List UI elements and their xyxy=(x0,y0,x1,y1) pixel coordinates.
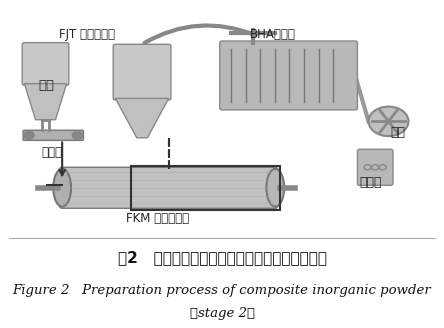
FancyBboxPatch shape xyxy=(220,41,357,110)
Text: 皮带秤: 皮带秤 xyxy=(42,146,63,159)
Ellipse shape xyxy=(53,169,71,207)
Text: 包装机: 包装机 xyxy=(360,175,382,189)
Text: 料仓: 料仓 xyxy=(39,79,55,92)
Text: （stage 2）: （stage 2） xyxy=(190,307,254,320)
Text: FJT 气流分级机: FJT 气流分级机 xyxy=(59,28,115,41)
FancyBboxPatch shape xyxy=(357,149,393,185)
Text: 图2   复合无机粉体的制备工艺流程（第二阶段）: 图2 复合无机粉体的制备工艺流程（第二阶段） xyxy=(118,250,326,265)
FancyBboxPatch shape xyxy=(22,43,69,85)
Ellipse shape xyxy=(266,169,284,207)
Polygon shape xyxy=(24,84,67,120)
Circle shape xyxy=(369,107,408,136)
FancyBboxPatch shape xyxy=(60,167,278,208)
Circle shape xyxy=(24,131,34,139)
Circle shape xyxy=(72,131,83,139)
FancyBboxPatch shape xyxy=(113,44,171,100)
Text: BHA收尘器: BHA收尘器 xyxy=(250,28,296,41)
Polygon shape xyxy=(115,98,169,138)
Text: 风机: 风机 xyxy=(390,126,405,139)
Text: FKM 非矿球磨机: FKM 非矿球磨机 xyxy=(126,212,189,225)
Text: Figure 2   Preparation process of composite inorganic powder: Figure 2 Preparation process of composit… xyxy=(12,284,432,297)
FancyBboxPatch shape xyxy=(23,130,83,140)
